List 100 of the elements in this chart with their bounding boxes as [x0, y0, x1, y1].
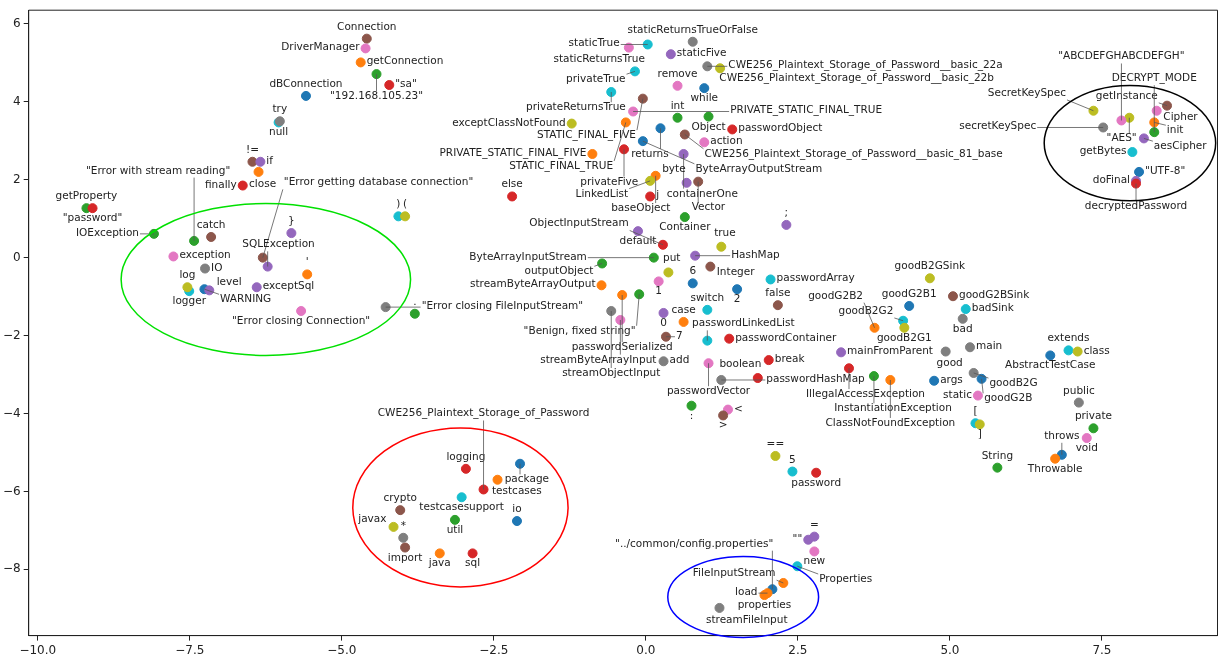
annotation: Cipher	[1163, 109, 1199, 122]
annotation: PRIVATE_STATIC_FINAL_TRUE	[730, 103, 883, 117]
x-tick-label: −10.0	[19, 642, 57, 657]
annotation: *	[400, 518, 406, 531]
annotation: remove	[657, 66, 698, 79]
annotation: switch	[690, 290, 725, 303]
annotation: Throwable	[1026, 461, 1083, 474]
annotation: goodB2G	[989, 376, 1038, 389]
annotation: dBConnection	[269, 76, 343, 89]
annotation: >	[718, 418, 728, 431]
annotation: import	[387, 550, 423, 563]
annotation: ;	[784, 205, 789, 218]
annotation: !=	[245, 142, 259, 155]
annotation: [	[973, 404, 978, 417]
annotation: default	[619, 234, 657, 247]
annotation: crypto	[383, 491, 417, 504]
annotation: true	[714, 225, 736, 238]
annotation: "192.168.105.23"	[329, 89, 424, 102]
annotation: streamFileInput	[705, 612, 788, 625]
annotation: goodG2BSink	[958, 288, 1031, 301]
annotation: passwordHashMap	[766, 371, 866, 384]
annotation: "Error closing Connection"	[232, 314, 371, 326]
annotation: ClassNotFoundException	[825, 415, 956, 428]
annotation: case	[671, 302, 696, 315]
annotation: testcasesupport	[419, 500, 504, 513]
annotation: private	[1074, 409, 1113, 422]
annotation: getConnection	[366, 54, 444, 67]
annotation: javax	[357, 511, 387, 524]
annotation: extends	[1047, 331, 1090, 344]
annotation: badSink	[971, 301, 1015, 314]
annotation: new	[803, 554, 826, 567]
annotation: 6	[689, 264, 697, 277]
annotation: init	[1166, 123, 1184, 136]
annotation: staticFive	[676, 46, 727, 59]
annotation: "Error getting database connection"	[283, 175, 474, 188]
annotation: containerOne	[666, 186, 738, 199]
annotation: IO	[211, 260, 223, 273]
annotation: catch	[196, 217, 226, 230]
annotation: .	[413, 294, 417, 307]
annotation: SQLException	[242, 237, 315, 250]
annotation: getBytes	[1079, 144, 1127, 157]
annotation: log	[179, 268, 196, 281]
annotation: "ABCDEFGHABCDEFGH"	[1058, 49, 1185, 62]
annotation: throws	[1044, 428, 1080, 441]
annotation: goodG2B1	[881, 286, 937, 299]
annotation: staticReturnsTrue	[553, 52, 645, 65]
y-tick-label: 2	[13, 171, 21, 186]
annotation: CWE256_Plaintext_Storage_of_Password__basic_22a	[728, 58, 1003, 72]
annotation: finally	[204, 177, 237, 190]
annotation: main	[976, 339, 1003, 352]
annotation: ByteArrayInputStream	[469, 249, 587, 262]
annotation: Container	[659, 220, 712, 233]
annotation: break	[774, 352, 806, 365]
annotation: }	[288, 214, 295, 227]
annotation: aesCipher	[1153, 139, 1208, 152]
annotation: ""	[792, 531, 803, 544]
x-tick-label: −5.0	[327, 642, 357, 657]
annotation: boolean	[719, 357, 762, 370]
annotation: args	[940, 372, 963, 385]
annotation: :	[689, 408, 694, 421]
annotation: =	[809, 517, 819, 530]
annotation: streamByteArrayOutput	[469, 277, 596, 290]
annotation: if	[266, 153, 274, 166]
annotation: "password"	[62, 211, 123, 224]
annotation: mainFromParent	[847, 344, 933, 357]
annotation: )	[396, 197, 401, 210]
annotation: exceptSql	[262, 279, 315, 292]
annotation: passwordSerialized	[571, 340, 673, 353]
annotation: AbstractTestCase	[1005, 358, 1096, 371]
annotation: ByteArrayOutputStream	[695, 161, 823, 174]
annotation: doFinal	[1092, 172, 1131, 185]
annotation: 2	[733, 292, 741, 305]
annotation: add	[669, 353, 690, 366]
annotation: goodB2G1	[876, 330, 932, 343]
annotation: streamObjectInput	[562, 366, 661, 378]
annotation: null	[269, 125, 289, 138]
annotation: DriverManager	[281, 40, 361, 53]
annotation: staticReturnsTrueOrFalse	[627, 22, 758, 35]
annotation: "Error with stream reading"	[86, 163, 231, 176]
annotation: good	[936, 356, 963, 369]
annotation: WARNING	[220, 292, 272, 305]
annotation: InstantiationException	[834, 401, 952, 414]
annotation: exceptClassNotFound	[452, 115, 566, 128]
y-tick-label: 6	[13, 15, 21, 30]
annotation: testcases	[491, 484, 542, 497]
annotation: Object	[691, 119, 726, 132]
x-tick-label: 0.0	[636, 642, 656, 657]
annotation: j	[655, 188, 660, 201]
annotation: HashMap	[731, 247, 781, 260]
annotation: privateFive	[580, 174, 639, 187]
annotation: Vector	[691, 200, 726, 213]
annotation: staticTrue	[568, 36, 620, 49]
annotation: passwordContainer	[735, 330, 838, 343]
annotation: put	[663, 251, 681, 264]
y-tick-label: 4	[13, 93, 21, 108]
annotation: STATIC_FINAL_FIVE	[537, 128, 636, 142]
annotation: "sa"	[395, 77, 417, 89]
annotation: goodG2B2	[808, 288, 864, 301]
annotation: "AES"	[1106, 130, 1137, 143]
y-tick-label: −2	[2, 327, 21, 342]
